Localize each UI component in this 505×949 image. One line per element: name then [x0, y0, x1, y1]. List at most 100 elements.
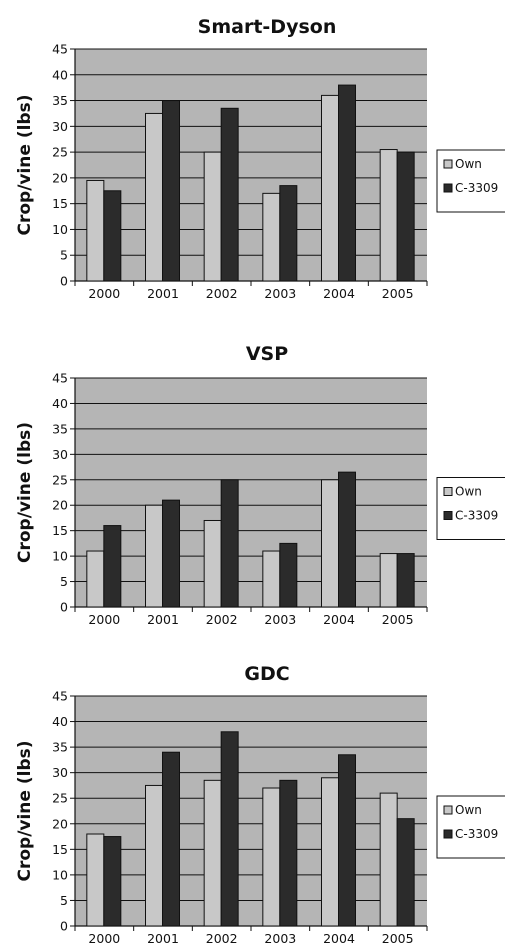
bar-own: [321, 94, 339, 282]
bar-c3309: [338, 471, 356, 608]
y-tick-label: 30: [52, 447, 68, 462]
bar-own: [321, 479, 339, 608]
y-tick-label: 10: [52, 222, 68, 237]
x-tick-label: 2004: [323, 286, 355, 301]
y-tick-label: 30: [52, 119, 68, 134]
bar-c3309: [220, 107, 239, 282]
x-tick-label: 2005: [382, 612, 414, 627]
bar-c3309: [162, 751, 180, 927]
legend-swatch: [443, 829, 453, 839]
bar-c3309: [396, 151, 415, 282]
bar-c3309: [103, 525, 122, 608]
y-tick-label: 5: [60, 248, 68, 263]
x-tick-label: 2000: [88, 286, 120, 301]
bar-own: [262, 550, 281, 608]
bar-own: [262, 192, 281, 282]
legend-label: Own: [455, 485, 482, 499]
bar-c3309: [220, 731, 239, 927]
bar-own: [379, 553, 398, 608]
bar-c3309: [279, 185, 298, 282]
y-tick-label: 30: [52, 765, 68, 780]
bar-own: [203, 151, 222, 282]
bar-own: [86, 179, 105, 282]
x-tick-label: 2001: [147, 931, 179, 946]
x-tick-label: 2003: [264, 286, 296, 301]
x-tick-label: 2003: [264, 612, 296, 627]
y-tick-label: 25: [52, 791, 68, 806]
y-tick-label: 25: [52, 145, 68, 160]
bar-own: [145, 784, 163, 927]
y-tick-label: 15: [52, 196, 68, 211]
y-tick-label: 45: [52, 689, 68, 704]
x-tick-label: 2001: [147, 612, 179, 627]
y-tick-label: 15: [52, 523, 68, 538]
chart-panel: 0 5 10 15 20 25 30 35 40 45 2000 2001 2002 2003 2004 20…: [15, 343, 505, 627]
x-tick-label: 2005: [382, 931, 414, 946]
bar-c3309: [338, 754, 356, 927]
legend: Own C-3309: [436, 795, 505, 859]
bar-own: [203, 519, 222, 608]
bar-own: [86, 550, 105, 608]
y-tick-label: 15: [52, 842, 68, 857]
bar-own: [321, 777, 339, 927]
x-tick-label: 2003: [264, 931, 296, 946]
x-tick-label: 2005: [382, 286, 414, 301]
legend-label: Own: [455, 803, 482, 817]
chart-title: Smart-Dyson: [198, 16, 337, 38]
y-tick-label: 5: [60, 574, 68, 589]
y-tick-label: 0: [60, 274, 68, 289]
bar-c3309: [279, 779, 298, 927]
y-tick-label: 35: [52, 740, 68, 755]
chart-title: GDC: [244, 663, 289, 685]
x-tick-label: 2002: [206, 286, 238, 301]
plot-area: [75, 378, 427, 607]
legend-swatch: [443, 159, 453, 169]
x-tick-label: 2004: [323, 931, 355, 946]
bar-c3309: [338, 84, 356, 282]
bar-c3309: [279, 542, 298, 608]
x-tick-label: 2002: [206, 931, 238, 946]
legend-label: Own: [455, 157, 482, 171]
y-tick-label: 45: [52, 371, 68, 386]
legend-swatch: [443, 511, 453, 520]
legend: Own C-3309: [436, 477, 505, 540]
y-tick-label: 45: [52, 42, 68, 57]
y-tick-label: 40: [52, 67, 68, 82]
plot-area: [75, 49, 427, 281]
bar-c3309: [396, 553, 415, 608]
bar-own: [379, 792, 398, 927]
y-tick-label: 35: [52, 93, 68, 108]
x-tick-label: 2002: [206, 612, 238, 627]
bar-own: [145, 504, 163, 608]
legend-label: C-3309: [455, 181, 498, 195]
legend: Own C-3309: [436, 149, 505, 213]
bar-c3309: [103, 190, 122, 282]
legend-label: C-3309: [455, 827, 498, 841]
bar-own: [203, 779, 222, 927]
y-tick-label: 20: [52, 816, 68, 831]
y-tick-label: 20: [52, 170, 68, 185]
legend-swatch: [443, 805, 453, 815]
x-tick-label: 2004: [323, 612, 355, 627]
chart-panel: 0 5 10 15 20 25 30 35 40 45 2000 2001 2002 2003 2004 20…: [15, 663, 505, 946]
y-tick-label: 10: [52, 867, 68, 882]
y-axis-label: Crop/vine (lbs): [15, 94, 35, 235]
chart-title: VSP: [246, 343, 288, 365]
y-axis-label: Crop/vine (lbs): [15, 422, 35, 563]
y-tick-label: 10: [52, 549, 68, 564]
bar-own: [86, 833, 105, 927]
bar-c3309: [103, 836, 122, 927]
y-tick-label: 20: [52, 498, 68, 513]
y-tick-label: 25: [52, 472, 68, 487]
y-tick-label: 35: [52, 421, 68, 436]
bar-c3309: [396, 818, 415, 927]
y-tick-label: 5: [60, 893, 68, 908]
bar-c3309: [162, 100, 180, 282]
legend-label: C-3309: [455, 509, 498, 523]
legend-swatch: [443, 487, 453, 496]
legend-swatch: [443, 183, 453, 193]
x-tick-label: 2000: [88, 612, 120, 627]
y-tick-label: 0: [60, 600, 68, 615]
bar-own: [379, 149, 398, 282]
